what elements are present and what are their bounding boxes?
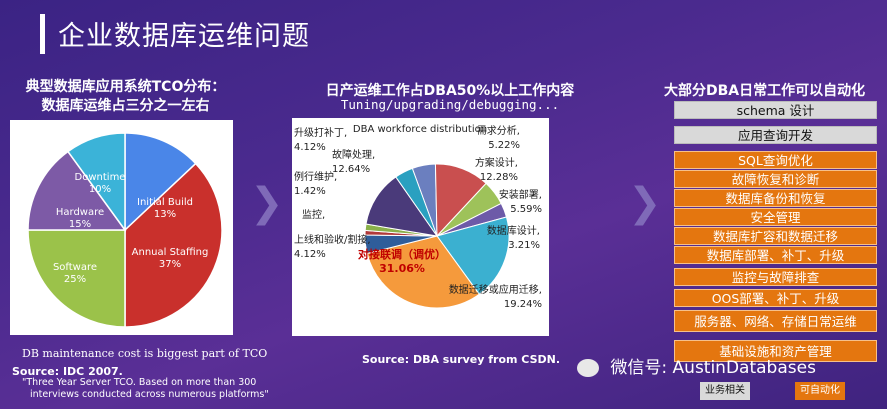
task-item: 数据库部署、补丁、升级 <box>674 246 877 264</box>
tco-slice-0 <box>124 132 197 232</box>
tco-slice-percent: 13% <box>154 209 176 220</box>
dba-slice-percent: 4.12% <box>294 142 326 153</box>
tco-slice-2 <box>27 229 126 328</box>
dba-slice-label: 监控, <box>302 208 325 221</box>
wechat-watermark: 微信号: AustinDatabases <box>577 353 816 378</box>
chevron-right-icon: ❯ <box>250 180 284 226</box>
dba-slice-percent: 5.22% <box>488 140 520 151</box>
task-item: 应用查询开发 <box>674 126 877 144</box>
chevron-right-icon-2: ❯ <box>628 180 662 226</box>
dba-slice-label: 升级打补丁, <box>294 126 347 139</box>
page-title: 企业数据库运维问题 <box>58 21 310 52</box>
dba-slice-label: 数据库设计, <box>487 224 540 237</box>
tco-slice-1 <box>124 162 223 328</box>
tco-slice-percent: 37% <box>159 259 181 270</box>
task-item: 数据库备份和恢复 <box>674 189 877 207</box>
task-item: 监控与故障排查 <box>674 268 877 286</box>
dba-slice-percent: 19.24% <box>504 299 542 310</box>
middle-subtitle: Tuning/upgrading/debugging... <box>340 97 560 112</box>
tco-slice-3 <box>27 150 127 231</box>
dba-slice-percent: 5.59% <box>510 204 542 215</box>
tco-slice-percent: 10% <box>89 184 111 195</box>
dba-chart-panel: DBA workforce distribution 需求分析, 5.22% 方案设计… <box>292 118 549 336</box>
tco-slice-label: Initial Build <box>137 197 193 208</box>
dba-chart-title: DBA workforce distribution <box>353 124 487 135</box>
tco-slice-4 <box>66 132 126 233</box>
dba-slice-label: 对接联调（调优） <box>358 247 446 261</box>
tco-slice-label: Hardware <box>56 207 104 218</box>
task-item: 故障恢复和诊断 <box>674 170 877 188</box>
dba-slice-label: 安装部署, <box>499 188 542 201</box>
tco-slice-label: Software <box>53 262 97 273</box>
left-title: 典型数据库应用系统TCO分布： 数据库运维占三分之一左右 <box>8 78 243 116</box>
tco-slice-label: Annual Staffing <box>132 247 209 258</box>
dba-slice-label: 方案设计, <box>475 156 518 169</box>
legend-business: 业务相关 <box>700 382 750 400</box>
dba-slice-label: 数据迁移或应用迁移, <box>449 283 542 296</box>
task-item: 数据库扩容和数据迁移 <box>674 227 877 245</box>
title-accent-bar <box>40 14 45 54</box>
tco-slice-percent: 25% <box>64 274 86 285</box>
tco-source: Source: IDC 2007. <box>12 365 123 378</box>
legend-automatable: 可自动化 <box>795 382 845 400</box>
right-title: 大部分DBA日常工作可以自动化 <box>664 83 866 99</box>
tco-quote-line2: interviews conducted across numerous pla… <box>30 389 269 400</box>
tco-note: DB maintenance cost is biggest part of T… <box>22 347 268 360</box>
dba-slice-label: 故障处理, <box>332 148 375 161</box>
dba-slice-9 <box>365 176 439 237</box>
tco-quote-line1: "Three Year Server TCO. Based on more th… <box>22 377 257 388</box>
dba-slice-label: 需求分析, <box>477 124 520 137</box>
dba-slice-percent: 1.42% <box>294 186 326 197</box>
task-item: 基础设施和资产管理 <box>674 340 877 362</box>
task-item: 安全管理 <box>674 208 877 226</box>
task-item: schema 设计 <box>674 101 877 119</box>
dba-source: Source: DBA survey from CSDN. <box>362 353 561 366</box>
task-item: SQL查询优化 <box>674 151 877 169</box>
tco-slice-percent: 15% <box>69 219 91 230</box>
tco-slice-label: Downtime <box>75 172 126 183</box>
dba-slice-percent: 3.21% <box>508 240 540 251</box>
task-item: 服务器、网络、存储日常运维 <box>674 310 877 332</box>
dba-slice-4 <box>436 216 510 295</box>
task-item: OOS部署、补丁、升级 <box>674 289 877 307</box>
left-title-line1: 典型数据库应用系统TCO分布： <box>25 79 226 95</box>
dba-slice-percent: 12.64% <box>332 164 370 175</box>
dba-slice-percent: 4.12% <box>294 249 326 260</box>
wechat-icon <box>577 359 599 377</box>
dba-slice-10 <box>395 167 438 237</box>
dba-slice-label: 上线和验收/割接, <box>294 233 371 246</box>
dba-slice-5 <box>366 235 480 309</box>
watermark-text: 微信号: AustinDatabases <box>610 358 816 378</box>
dba-slice-percent: 12.28% <box>480 172 518 183</box>
left-title-line2: 数据库运维占三分之一左右 <box>41 98 210 114</box>
dba-slice-percent: 31.06% <box>379 262 425 275</box>
middle-title: 日产运维工作占DBA50%以上工作内容 <box>325 83 575 99</box>
tco-chart-panel: Initial Build 13% Annual Staffing 37% Softwa… <box>10 120 233 335</box>
dba-slice-label: 例行维护, <box>294 170 337 183</box>
